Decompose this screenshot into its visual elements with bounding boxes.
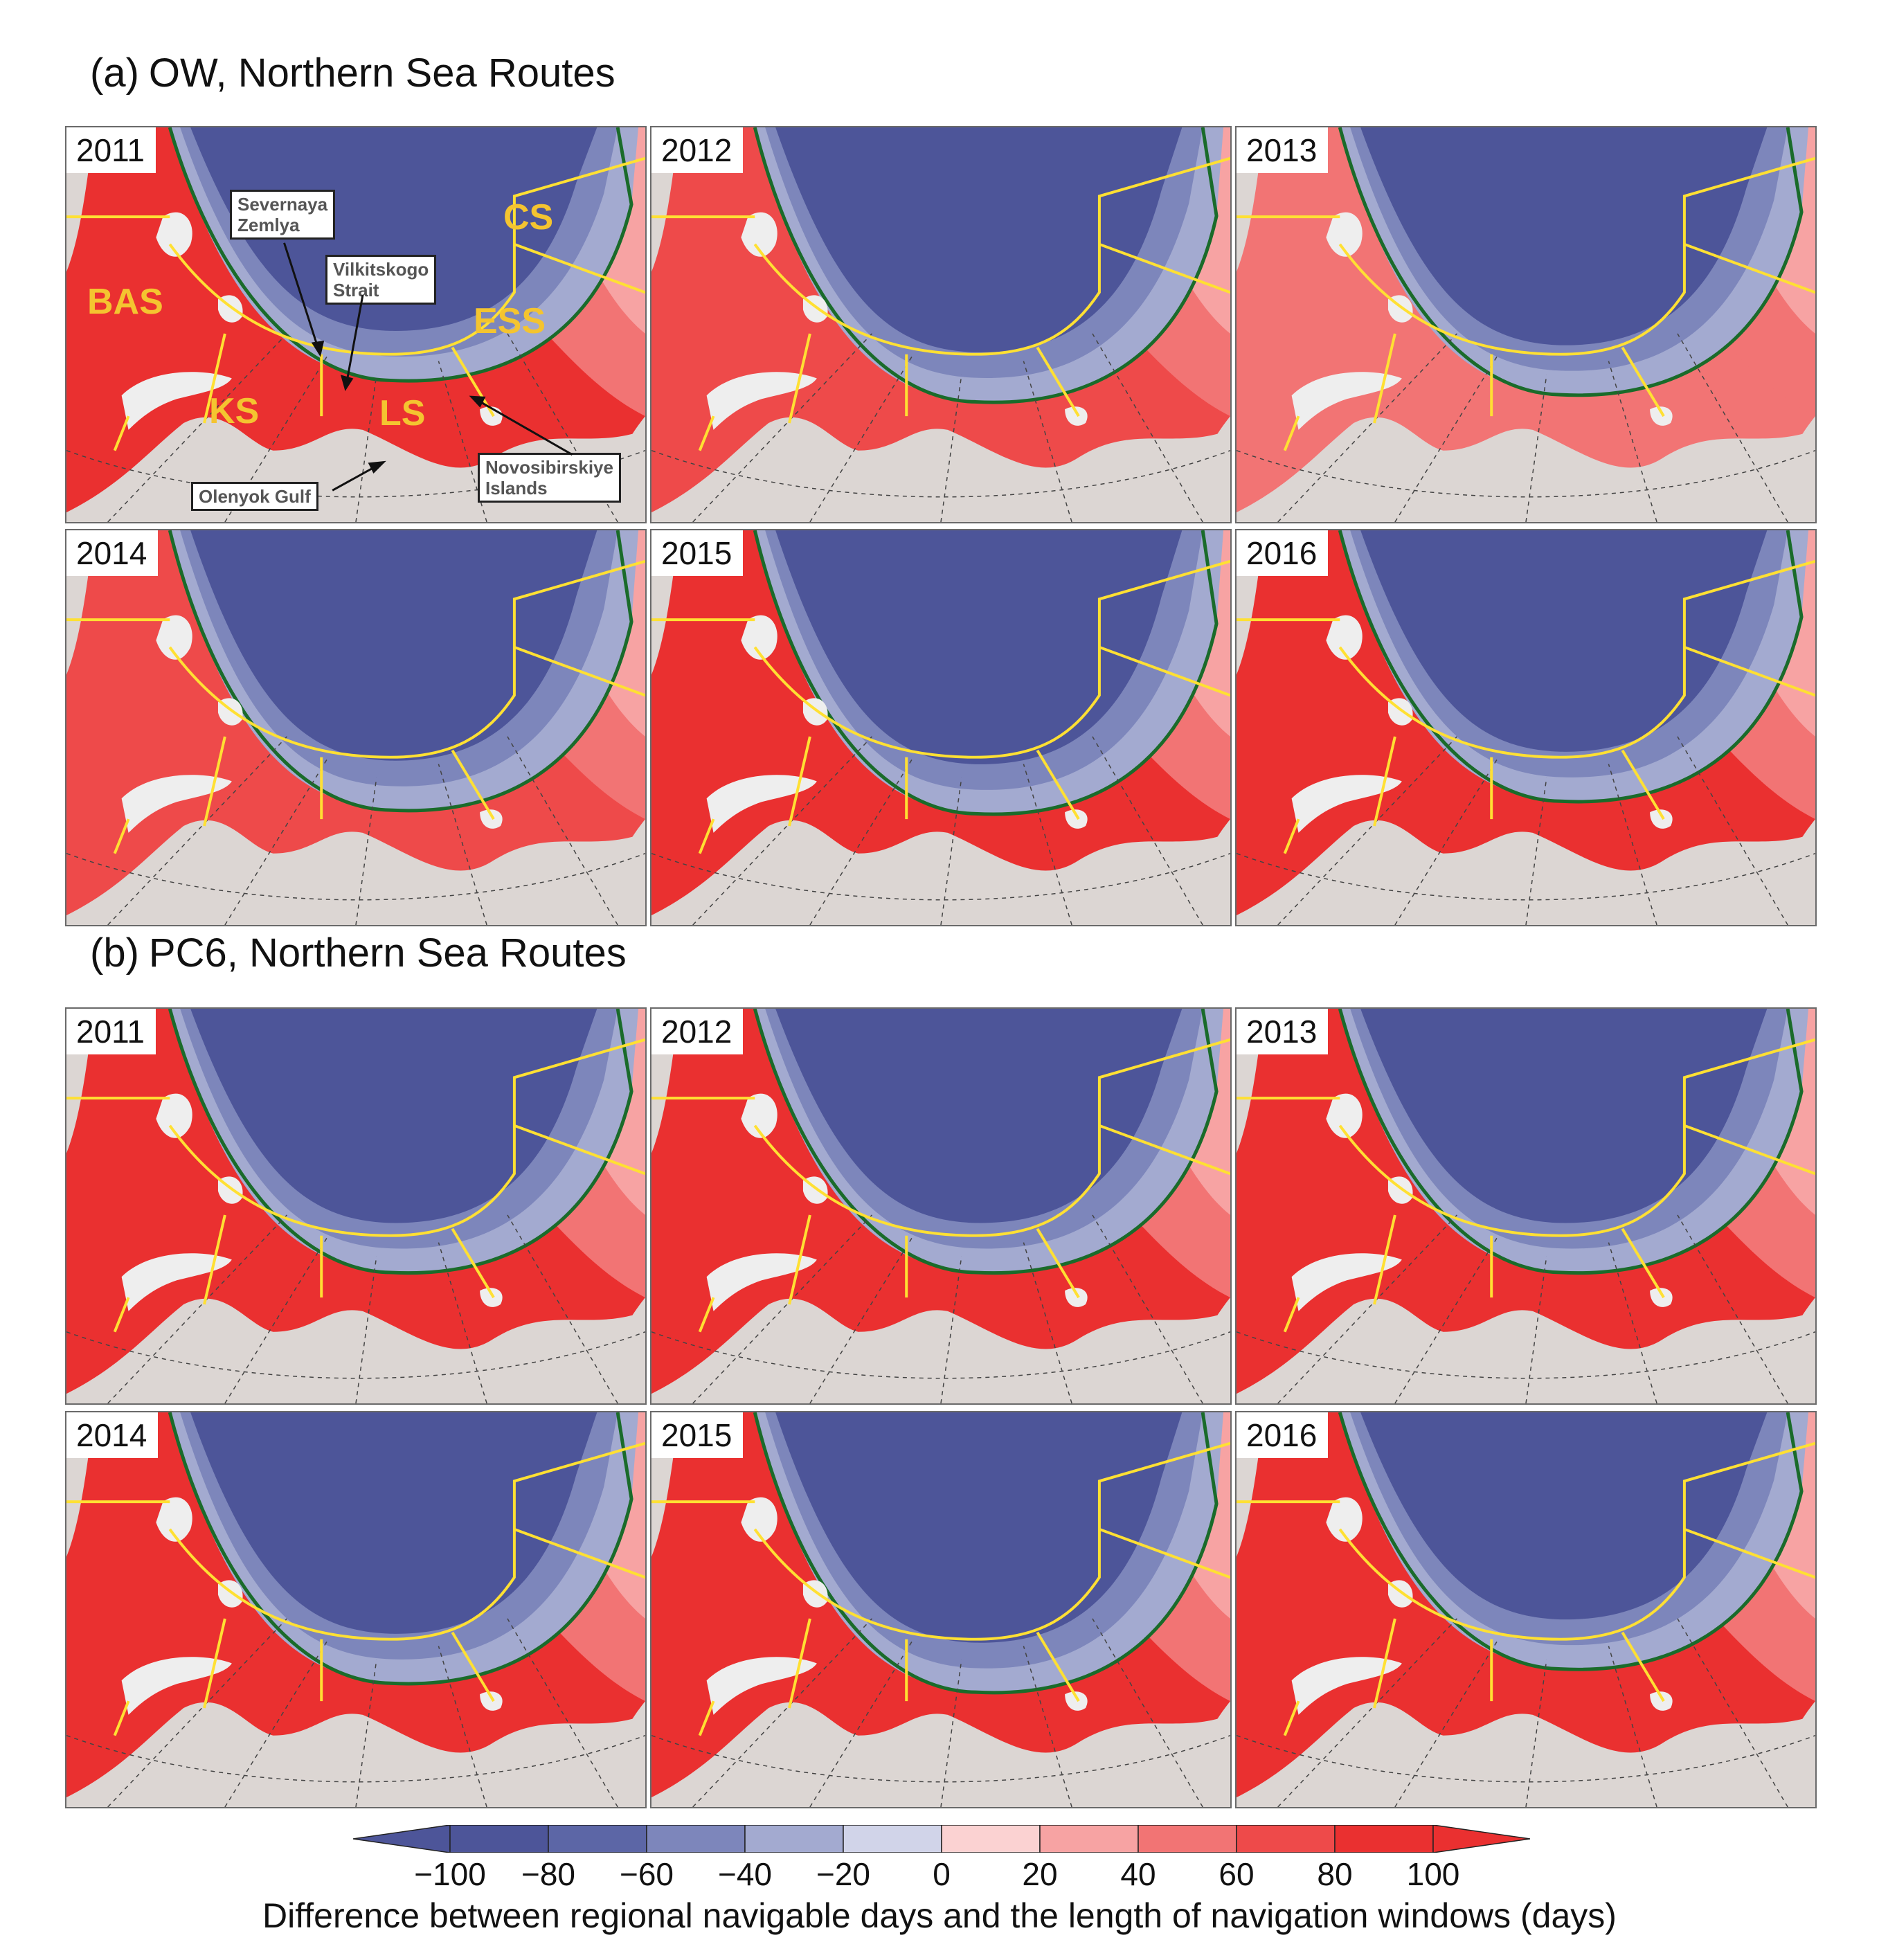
panel-year-label: 2015 [651, 1412, 744, 1458]
map-canvas [1237, 1009, 1815, 1403]
section-a-title: (a) OW, Northern Sea Routes [90, 50, 615, 96]
colorbar-segment [449, 1825, 549, 1853]
region-label-cs: CS [503, 197, 554, 237]
map-panel-a-2016: 2016 [1235, 529, 1817, 926]
colorbar-segment [941, 1825, 1041, 1853]
map-canvas [66, 530, 645, 925]
map-panel-b-2013: 2013 [1235, 1007, 1817, 1405]
map-canvas [1237, 1412, 1815, 1807]
map-panel-b-2016: 2016 [1235, 1411, 1817, 1808]
map-panel-b-2011: 2011 [65, 1007, 647, 1405]
colorbar-tick-label: 80 [1317, 1856, 1353, 1892]
region-label-ess: ESS [474, 301, 546, 341]
colorbar-title: Difference between regional navigable da… [262, 1896, 1617, 1935]
callout-arrows [283, 242, 573, 492]
panel-year-label: 2015 [651, 530, 744, 576]
section-a-text: OW, Northern Sea Routes [148, 51, 615, 96]
panel-year-label: 2014 [66, 1412, 159, 1458]
colorbar-tick-label: −20 [816, 1856, 871, 1892]
region-label-bas: BAS [87, 282, 163, 322]
callout-novosibirskiye-islands: Novosibirskiye Islands [478, 453, 621, 503]
map-panel-a-2011: 2011 BAS KS LS ESS CS Severnaya Zemlya Vi… [65, 126, 647, 523]
colorbar-tick-label: 40 [1120, 1856, 1156, 1892]
colorbar-segment [843, 1825, 942, 1853]
map-canvas [651, 530, 1230, 925]
map-canvas [1237, 530, 1815, 925]
colorbar-tick-label: 20 [1022, 1856, 1058, 1892]
panel-year-label: 2012 [651, 127, 744, 173]
colorbar-tick-label: −100 [414, 1856, 486, 1892]
panel-year-label: 2016 [1237, 530, 1329, 576]
section-b-text: PC6, Northern Sea Routes [148, 930, 627, 975]
map-canvas [651, 1009, 1230, 1403]
map-canvas [651, 1412, 1230, 1807]
colorbar-segment [1138, 1825, 1237, 1853]
map-panel-a-2015: 2015 [650, 529, 1232, 926]
map-canvas [66, 1412, 645, 1807]
colorbar-tick-label: 0 [933, 1856, 951, 1892]
panel-year-label: 2011 [66, 127, 156, 173]
map-canvas [651, 127, 1230, 522]
map-panel-a-2014: 2014 [65, 529, 647, 926]
colorbar-tick-label: −60 [619, 1856, 674, 1892]
panel-year-label: 2013 [1237, 127, 1329, 173]
colorbar-tick-label: 60 [1219, 1856, 1255, 1892]
map-panel-b-2014: 2014 [65, 1411, 647, 1808]
colorbar-segment [744, 1825, 844, 1853]
panel-year-label: 2013 [1237, 1009, 1329, 1054]
callout-vilkitskogo-strait: Vilkitskogo Strait [325, 255, 437, 305]
colorbar-tick-label: 100 [1406, 1856, 1460, 1892]
map-panel-b-2012: 2012 [650, 1007, 1232, 1405]
section-b-title: (b) PC6, Northern Sea Routes [90, 930, 627, 976]
panel-year-label: 2012 [651, 1009, 744, 1054]
map-panel-b-2015: 2015 [650, 1411, 1232, 1808]
map-canvas [66, 1009, 645, 1403]
colorbar-tick-label: −40 [717, 1856, 773, 1892]
colorbar-segment [646, 1825, 746, 1853]
colorbar-segment [1039, 1825, 1139, 1853]
callout-olenyok-gulf: Olenyok Gulf [191, 482, 318, 511]
section-a-label: (a) [90, 51, 139, 96]
colorbar-tick-label: −80 [521, 1856, 576, 1892]
panel-year-label: 2016 [1237, 1412, 1329, 1458]
callout-severnaya-zemlya: Severnaya Zemlya [230, 190, 336, 240]
map-canvas [1237, 127, 1815, 522]
colorbar [353, 1825, 1530, 1853]
section-b-label: (b) [90, 930, 139, 975]
region-label-ks: KS [209, 391, 260, 431]
colorbar-segment [1236, 1825, 1336, 1853]
map-panel-a-2013: 2013 [1235, 126, 1817, 523]
panel-year-label: 2011 [66, 1009, 156, 1054]
colorbar-segment [548, 1825, 647, 1853]
map-panel-a-2012: 2012 [650, 126, 1232, 523]
region-label-ls: LS [379, 393, 426, 433]
colorbar-segment [1334, 1825, 1434, 1853]
panel-year-label: 2014 [66, 530, 159, 576]
